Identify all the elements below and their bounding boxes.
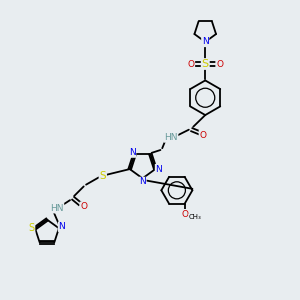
Text: O: O xyxy=(200,130,206,140)
Text: CH₃: CH₃ xyxy=(189,214,202,220)
Text: S: S xyxy=(28,223,34,233)
Text: N: N xyxy=(202,38,208,46)
Text: S: S xyxy=(202,59,209,69)
Text: N: N xyxy=(129,148,136,157)
Text: N: N xyxy=(58,222,65,231)
Text: O: O xyxy=(80,202,87,211)
Text: O: O xyxy=(216,59,223,68)
Text: N: N xyxy=(139,178,146,187)
Text: O: O xyxy=(181,210,188,219)
Text: HN: HN xyxy=(50,204,64,213)
Text: O: O xyxy=(188,59,194,68)
Text: S: S xyxy=(100,171,106,181)
Text: HN: HN xyxy=(164,133,178,142)
Text: N: N xyxy=(155,165,162,174)
